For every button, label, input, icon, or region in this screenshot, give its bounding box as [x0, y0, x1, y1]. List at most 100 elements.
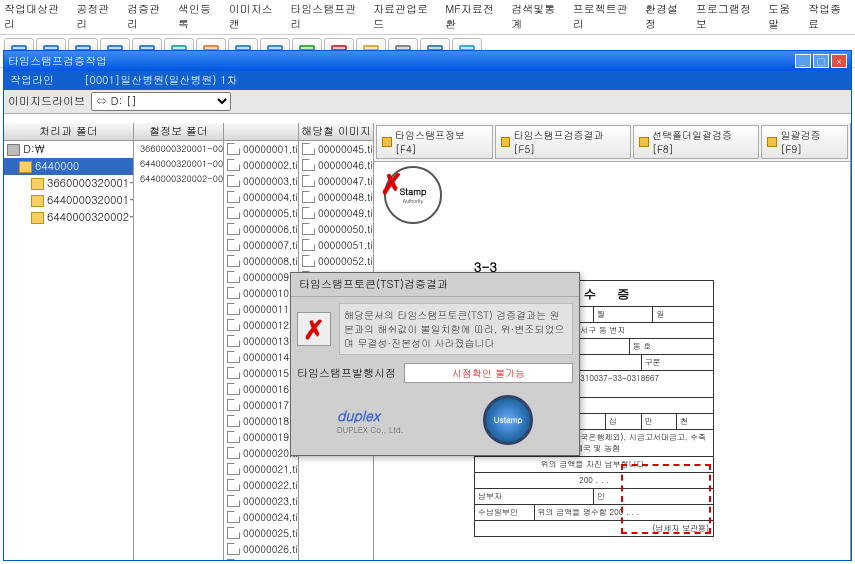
info-label: 작업라인 [10, 73, 54, 88]
file-item[interactable]: 00000019.tif [224, 429, 298, 445]
file-item[interactable]: 00000046.tif [299, 157, 373, 173]
file-item[interactable]: 00000026.tif [224, 541, 298, 557]
menu-item[interactable]: 타임스탬프관리 [290, 2, 365, 32]
file-item[interactable]: 00000027.tif [224, 557, 298, 560]
menu-item[interactable]: 검색및통계 [511, 2, 565, 32]
folder-icon [31, 178, 44, 190]
menu-item[interactable]: 프로젝트관리 [573, 2, 637, 32]
menu-item[interactable]: 이미지스캔 [229, 2, 283, 32]
file-icon [302, 159, 315, 171]
file-item[interactable]: 00000011.tif [224, 301, 298, 317]
volume-item[interactable]: 6440000320002-001 [134, 171, 223, 186]
file-icon [227, 367, 240, 379]
file-icon [227, 271, 240, 283]
file-icon [227, 431, 240, 443]
file-item[interactable]: 00000012.tif [224, 317, 298, 333]
folder-icon [19, 161, 32, 173]
menu-item[interactable]: 자료관업로드 [373, 2, 437, 32]
drive-select[interactable]: ⇔ D: [] [91, 92, 231, 111]
menu-item[interactable]: 작업종료 [808, 2, 851, 32]
dialog-message: 해당문서의 타임스탬프토큰(TST) 검증결과는 원본과의 해쉬값이 불일치함에… [339, 303, 573, 355]
stamp-area: ✗ Stamp Authority [384, 166, 442, 224]
error-x-icon: ✗ [297, 312, 331, 346]
file-icon [227, 255, 240, 267]
tab-icon [767, 137, 777, 147]
tree-header: 처리과 폴더 [4, 123, 133, 141]
file-item[interactable]: 00000024.tif [224, 509, 298, 525]
filelist2-header: 해당철 이미지 [299, 123, 373, 141]
tree-item[interactable]: 3660000320001-001 [4, 175, 133, 192]
menu-item[interactable]: 공정관리 [76, 2, 119, 32]
file-item[interactable]: 00000023.tif [224, 493, 298, 509]
stamp-badge: ✗ Stamp Authority [384, 166, 442, 224]
file-item[interactable]: 00000008.tif [224, 253, 298, 269]
file-item[interactable]: 00000010.tif [224, 285, 298, 301]
file-item[interactable]: 00000014.tif [224, 349, 298, 365]
file-item[interactable]: 00000006.tif [224, 221, 298, 237]
file-icon [302, 143, 315, 155]
tab-icon [501, 137, 511, 147]
file-item[interactable]: 00000003.tif [224, 173, 298, 189]
file-icon [227, 559, 240, 560]
file-item[interactable]: 00000045.tif [299, 141, 373, 157]
menu-item[interactable]: 도움말 [768, 2, 800, 32]
file-item[interactable]: 00000015.tif [224, 365, 298, 381]
file-item[interactable]: 00000005.tif [224, 205, 298, 221]
tree-item[interactable]: 6440000 [4, 158, 133, 175]
file-item[interactable]: 00000004.tif [224, 189, 298, 205]
file-item [299, 484, 373, 501]
file-item[interactable]: 00000001.tif [224, 141, 298, 157]
tree-column: 처리과 폴더 D:\64400003660000320001-001644000… [4, 123, 134, 560]
menu-item[interactable]: 작업대상관리 [4, 2, 68, 32]
maximize-button[interactable]: □ [813, 54, 829, 68]
file-icon [227, 447, 240, 459]
file-item[interactable]: 00000013.tif [224, 333, 298, 349]
file-item[interactable]: 00000049.tif [299, 205, 373, 221]
folder-icon [31, 212, 44, 224]
tree-item[interactable]: 6440000320001-001 [4, 192, 133, 209]
preview-tab[interactable]: 타임스탬프검증결과[F5] [495, 125, 631, 159]
file-item[interactable]: 00000052.tif [299, 253, 373, 269]
file-item[interactable]: 00000022.tif [224, 477, 298, 493]
file-item[interactable]: 00000016.tif [224, 381, 298, 397]
file-item[interactable]: 00000050.tif [299, 221, 373, 237]
volume-item[interactable]: 3660000320001-001 [134, 141, 223, 156]
volume-column: 철정보 폴더 3660000320001-0016440000320001-00… [134, 123, 224, 560]
menu-item[interactable]: 환경설정 [645, 2, 688, 32]
file-item[interactable]: 00000025.tif [224, 525, 298, 541]
file-item[interactable]: 00000047.tif [299, 173, 373, 189]
menu-item[interactable]: 색인등록 [178, 2, 221, 32]
minimize-button[interactable]: _ [795, 54, 811, 68]
file-icon [227, 383, 240, 395]
filelist1-column: 00000001.tif00000002.tif00000003.tif0000… [224, 123, 299, 560]
preview-tabs: 타임스탬프정보[F4]타임스탬프검증결과[F5]선택폴더일괄검증[F8]일괄검증… [374, 123, 850, 162]
preview-tab[interactable]: 일괄검증[F9] [761, 125, 848, 159]
file-item[interactable]: 00000007.tif [224, 237, 298, 253]
volume-body[interactable]: 3660000320001-0016440000320001-001644000… [134, 141, 223, 560]
volume-item[interactable]: 6440000320001-001 [134, 156, 223, 171]
verify-dialog: 타임스탬프토큰(TST)검증결과 ✗ 해당문서의 타임스탬프토큰(TST) 검증… [290, 272, 580, 456]
close-button[interactable]: × [831, 54, 847, 68]
titlebar: 타임스탬프검증작업 _ □ × [4, 51, 851, 71]
file-item[interactable]: 00000051.tif [299, 237, 373, 253]
file-icon [227, 287, 240, 299]
file-icon [302, 239, 315, 251]
preview-tab[interactable]: 선택폴더일괄검증[F8] [633, 125, 759, 159]
file-item[interactable]: 00000021.tif [224, 461, 298, 477]
tree-item[interactable]: D:\ [4, 141, 133, 158]
menu-item[interactable]: 프로그램정보 [696, 2, 760, 32]
filelist1-body[interactable]: 00000001.tif00000002.tif00000003.tif0000… [224, 141, 298, 560]
menu-item[interactable]: 검증관리 [127, 2, 170, 32]
menu-item[interactable]: MF자료전환 [445, 2, 503, 32]
file-item[interactable]: 00000048.tif [299, 189, 373, 205]
file-item[interactable]: 00000002.tif [224, 157, 298, 173]
tree-body[interactable]: D:\64400003660000320001-0016440000320001… [4, 141, 133, 560]
tab-icon [382, 137, 392, 147]
file-item[interactable]: 00000020.tif [224, 445, 298, 461]
file-item[interactable]: 00000009.tif [224, 269, 298, 285]
file-item [299, 467, 373, 484]
preview-tab[interactable]: 타임스탬프정보[F4] [376, 125, 493, 159]
tree-item[interactable]: 6440000320002-001 [4, 209, 133, 226]
file-item[interactable]: 00000017.tif [224, 397, 298, 413]
file-item[interactable]: 00000018.tif [224, 413, 298, 429]
